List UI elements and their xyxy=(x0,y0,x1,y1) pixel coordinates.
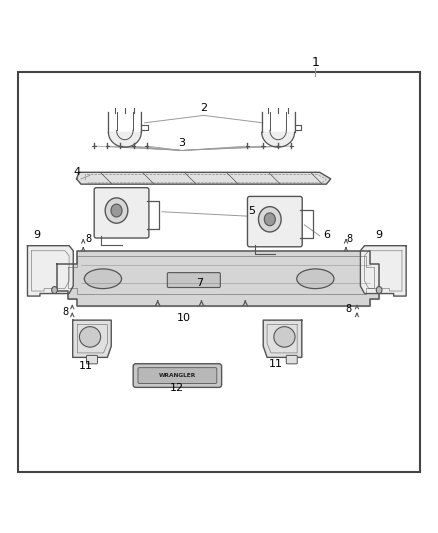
Ellipse shape xyxy=(376,287,382,294)
Text: 12: 12 xyxy=(170,383,184,393)
Text: 9: 9 xyxy=(34,230,41,240)
Ellipse shape xyxy=(79,327,101,347)
Polygon shape xyxy=(57,251,379,306)
Text: 8: 8 xyxy=(346,235,352,245)
Polygon shape xyxy=(263,320,302,358)
Polygon shape xyxy=(77,172,331,184)
Ellipse shape xyxy=(274,327,295,347)
Text: WRANGLER: WRANGLER xyxy=(159,373,196,378)
Text: 8: 8 xyxy=(85,235,92,245)
Ellipse shape xyxy=(52,287,57,294)
FancyBboxPatch shape xyxy=(133,364,222,387)
FancyBboxPatch shape xyxy=(86,356,98,364)
Ellipse shape xyxy=(84,269,121,288)
Text: 6: 6 xyxy=(323,230,330,240)
FancyBboxPatch shape xyxy=(286,356,297,364)
FancyBboxPatch shape xyxy=(94,188,149,238)
Polygon shape xyxy=(108,112,141,147)
Text: 11: 11 xyxy=(78,361,92,372)
Polygon shape xyxy=(360,246,406,296)
Polygon shape xyxy=(28,246,73,296)
Text: 9: 9 xyxy=(375,230,382,240)
FancyBboxPatch shape xyxy=(247,197,302,247)
Text: 7: 7 xyxy=(196,278,203,288)
Text: 10: 10 xyxy=(177,313,191,323)
Ellipse shape xyxy=(105,198,128,223)
Text: 8: 8 xyxy=(345,304,351,314)
Ellipse shape xyxy=(297,269,334,288)
Text: 1: 1 xyxy=(311,56,319,69)
FancyBboxPatch shape xyxy=(138,368,217,383)
Text: 8: 8 xyxy=(63,306,69,317)
Text: 2: 2 xyxy=(200,103,207,113)
Ellipse shape xyxy=(111,204,122,217)
Text: 3: 3 xyxy=(178,138,185,148)
Text: 5: 5 xyxy=(248,206,255,216)
Text: 4: 4 xyxy=(73,166,80,176)
Polygon shape xyxy=(262,112,294,147)
Ellipse shape xyxy=(264,213,276,226)
Polygon shape xyxy=(73,320,111,358)
FancyBboxPatch shape xyxy=(167,273,220,287)
Text: 11: 11 xyxy=(269,359,283,369)
FancyBboxPatch shape xyxy=(18,71,420,472)
Ellipse shape xyxy=(258,207,281,232)
